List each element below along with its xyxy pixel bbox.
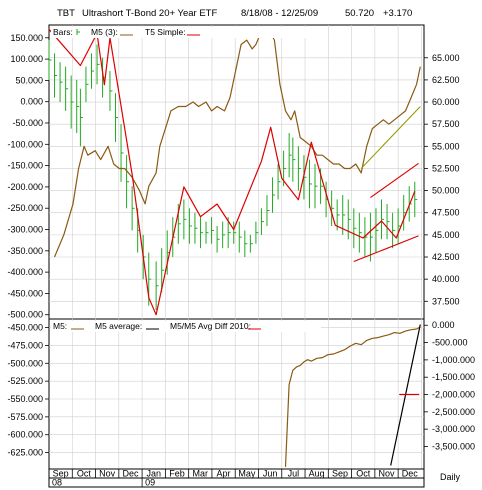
y-tick-label: -2,000.000	[432, 390, 475, 400]
indicator-grid	[49, 319, 424, 469]
y-tick-label: 40.000	[432, 274, 460, 284]
m5-indicator-line	[284, 326, 421, 467]
y-tick-label: -475.000	[7, 340, 43, 350]
chart-title: Ultrashort T-Bond 20+ Year ETF	[82, 8, 217, 19]
y-tick-label: 100.000	[10, 54, 43, 64]
y-tick-label: -3,000.000	[432, 424, 475, 434]
y-tick-label: 60.000	[432, 97, 460, 107]
chart-date-range: 8/18/08 - 12/25/09	[241, 8, 318, 19]
y-tick-label: -500.000	[7, 358, 43, 368]
upper-right-axis: 65.000 62.500 60.000 57.500 55.000 52.500 50.0…	[424, 53, 460, 306]
price-overlays	[48, 28, 421, 316]
y-tick-label: -250.000	[7, 203, 43, 213]
y-tick-label: 42.500	[432, 252, 460, 262]
lower-left-axis: -450.000 -475.000 -500.000 -525.000 -550.000…	[7, 323, 49, 458]
y-tick-label: 47.500	[432, 208, 460, 218]
period-label: Daily	[440, 472, 461, 482]
lower-right-axis: 0.000 -500.000 -1,000.000 -1,500.000 -2,000.…	[424, 320, 475, 451]
y-tick-label: 52.500	[432, 163, 460, 173]
y-tick-label: -500.000	[432, 338, 468, 348]
y-tick-label: -575.000	[7, 412, 43, 422]
y-tick-label: -450.000	[7, 323, 43, 333]
m5-line	[53, 28, 421, 258]
y-tick-label: -200.000	[7, 182, 43, 192]
y-tick-label: 0.000	[20, 97, 43, 107]
y-tick-label: -400.000	[7, 267, 43, 277]
y-tick-label: -1,500.000	[432, 372, 475, 382]
legend-diff-label: M5/M5 Avg Diff 2010:	[170, 321, 251, 331]
x-tick-label: Jun	[263, 469, 278, 479]
y-tick-label: 57.500	[432, 119, 460, 129]
legend-bars-label: Bars:	[53, 27, 73, 37]
year-label: 09	[145, 478, 155, 488]
trendline	[360, 106, 421, 169]
trendline	[353, 235, 419, 262]
legend-m5-label: M5 (3):	[91, 27, 118, 37]
x-axis-months: Sep Oct Nov Dec Jan Feb Mar Apr May Jun Jul Aug Sep O…	[48, 469, 419, 479]
year-label: 08	[52, 478, 62, 488]
x-tick-label: Mar	[193, 469, 209, 479]
legend-t5-label: T5 Simple:	[145, 27, 186, 37]
indicator-panel	[48, 318, 425, 470]
x-tick-label: Nov	[378, 469, 395, 479]
x-tick-label: Oct	[356, 469, 371, 479]
y-tick-label: -450.000	[7, 288, 43, 298]
legend-m5avg-label: M5 average:	[95, 321, 142, 331]
price-grid	[49, 25, 424, 319]
y-tick-label: 37.500	[432, 296, 460, 306]
x-tick-label: Sep	[53, 469, 69, 479]
y-tick-label: 55.000	[432, 141, 460, 151]
chart-symbol: TBT	[57, 8, 75, 19]
y-tick-label: -500.000	[7, 310, 43, 320]
x-tick-label: Jul	[288, 469, 300, 479]
y-tick-label: -1,000.000	[432, 355, 475, 365]
y-tick-label: 150.000	[10, 33, 43, 43]
y-tick-label: -50.000	[12, 118, 43, 128]
y-tick-label: -300.000	[7, 225, 43, 235]
legend-m5-lower-label: M5:	[53, 321, 67, 331]
y-tick-label: -625.000	[7, 448, 43, 458]
y-tick-label: -525.000	[7, 376, 43, 386]
x-tick-label: May	[238, 469, 256, 479]
chart-last-price: 50.720	[345, 8, 374, 19]
x-tick-label: Sep	[332, 469, 348, 479]
y-tick-label: 62.500	[432, 75, 460, 85]
t5-line	[48, 28, 416, 316]
x-tick-label: Jan	[146, 469, 161, 479]
y-tick-label: 65.000	[432, 53, 460, 63]
x-tick-label: Dec	[402, 469, 419, 479]
x-tick-label: Dec	[122, 469, 139, 479]
x-tick-label: Oct	[77, 469, 92, 479]
x-tick-label: Aug	[309, 469, 325, 479]
y-tick-label: 0.000	[432, 320, 455, 330]
y-tick-label: -600.000	[7, 430, 43, 440]
x-tick-label: Feb	[169, 469, 185, 479]
trendline	[370, 163, 419, 199]
upper-left-axis: 150.000 100.000 50.000 0.000 -50.000 -100.000…	[7, 33, 49, 320]
y-tick-label: -2,500.000	[432, 407, 475, 417]
y-tick-label: -350.000	[7, 246, 43, 256]
chart-price-change: +3.170	[383, 8, 412, 19]
x-tick-label: Nov	[99, 469, 116, 479]
y-tick-label: -150.000	[7, 161, 43, 171]
y-tick-label: 50.000	[432, 186, 460, 196]
x-tick-label: Apr	[217, 469, 231, 479]
x-axis-years: 08 09	[48, 478, 155, 488]
price-bars	[48, 40, 418, 311]
y-tick-label: 45.000	[432, 230, 460, 240]
indicator-lines	[284, 324, 421, 467]
y-tick-label: -100.000	[7, 139, 43, 149]
y-tick-label: -3,500.000	[432, 441, 475, 451]
y-tick-label: -550.000	[7, 394, 43, 404]
y-tick-label: 50.000	[15, 75, 43, 85]
